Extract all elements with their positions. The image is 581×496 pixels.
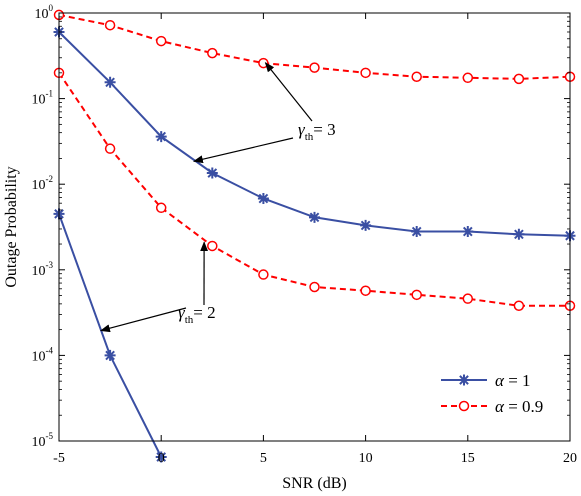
y-tick-base: 10 [32, 435, 46, 450]
series-circle-3 [53, 67, 576, 312]
x-tick-label: 5 [260, 451, 267, 466]
legend-box [432, 358, 556, 426]
series-line [58, 213, 163, 458]
data-point-star [104, 76, 116, 88]
y-tick-exponent: -1 [46, 89, 54, 99]
y-tick-base: 10 [32, 264, 46, 279]
data-point-circle [309, 62, 320, 73]
y-tick-exponent: 0 [49, 3, 54, 13]
legend-symbol: α [495, 371, 505, 390]
data-point-circle [360, 285, 371, 296]
data-point-circle [207, 47, 218, 59]
legend-label: α = 0.9 [495, 397, 543, 416]
y-tick-exponent: -2 [46, 174, 54, 184]
annotation-value: = 2 [193, 303, 215, 322]
data-point-circle [258, 269, 269, 280]
data-point-circle [207, 240, 218, 252]
legend-value: = 0.9 [504, 397, 543, 416]
legend-marker-star [458, 374, 470, 386]
series-star-0 [53, 26, 576, 242]
data-point-star [513, 228, 525, 240]
annotation-arrow [192, 137, 294, 164]
x-tick-label: -5 [53, 451, 65, 466]
x-tick-label: 15 [461, 451, 475, 466]
data-point-circle [360, 67, 371, 79]
data-point-star [206, 167, 218, 179]
data-point-star [360, 219, 372, 231]
annotation-label: γth= 2 [178, 303, 216, 326]
y-tick-exponent: -5 [46, 431, 54, 441]
annotation-arrow [99, 307, 187, 333]
annotation-subscript: th [305, 131, 314, 143]
annotation-label: γth= 3 [298, 120, 336, 143]
data-point-star [411, 226, 423, 238]
data-point-circle [411, 71, 422, 82]
y-tick-label: 100 [35, 3, 54, 22]
legend-label: α = 1 [495, 371, 531, 390]
data-point-circle [411, 289, 422, 301]
annotation-symbol: γ [298, 120, 306, 139]
legend-symbol: α [495, 397, 505, 416]
data-point-circle [104, 143, 116, 154]
legend-value: = 1 [504, 371, 531, 390]
data-point-circle [513, 300, 525, 312]
y-tick-label: 10-4 [32, 345, 54, 364]
data-point-circle [104, 19, 116, 31]
data-point-star [104, 349, 116, 361]
y-tick-label: 10-3 [32, 260, 54, 279]
y-tick-label: 10-1 [32, 89, 54, 108]
data-point-circle [258, 57, 269, 69]
y-tick-label: 10-2 [32, 174, 54, 193]
legend: α = 1α = 0.9 [432, 358, 556, 426]
legend-marker-circle [458, 400, 470, 412]
y-tick-base: 10 [32, 93, 46, 108]
data-point-star [257, 193, 269, 205]
x-tick-label: 10 [359, 451, 373, 466]
y-tick-base: 10 [32, 178, 46, 193]
data-point-circle [309, 281, 320, 293]
annotation-arrow [264, 62, 313, 122]
series-circle-2 [53, 9, 576, 85]
x-tick-label: 0 [158, 451, 165, 466]
y-tick-exponent: -4 [46, 345, 54, 355]
data-point-star [155, 131, 167, 143]
data-point-circle [462, 72, 474, 84]
annotation-subscript: th [185, 314, 194, 326]
data-point-circle [155, 35, 167, 47]
annotation-symbol: γ [178, 303, 186, 322]
plot-frame [58, 12, 571, 442]
data-point-circle [513, 73, 525, 85]
series-star-1 [53, 208, 167, 463]
series-line [58, 72, 570, 307]
y-axis-label: Outage Probability [3, 166, 20, 287]
y-tick-base: 10 [35, 7, 49, 22]
annotation-value: = 3 [313, 120, 335, 139]
y-tick-base: 10 [32, 349, 46, 364]
data-point-circle [462, 293, 474, 304]
x-axis-label: SNR (dB) [282, 475, 346, 492]
y-tick-exponent: -3 [46, 260, 54, 270]
data-point-star [155, 451, 167, 463]
data-point-circle [155, 202, 167, 214]
x-tick-label: 20 [563, 451, 577, 466]
data-point-star [462, 226, 474, 238]
y-tick-label: 10-5 [32, 431, 54, 450]
data-point-star [309, 211, 320, 223]
